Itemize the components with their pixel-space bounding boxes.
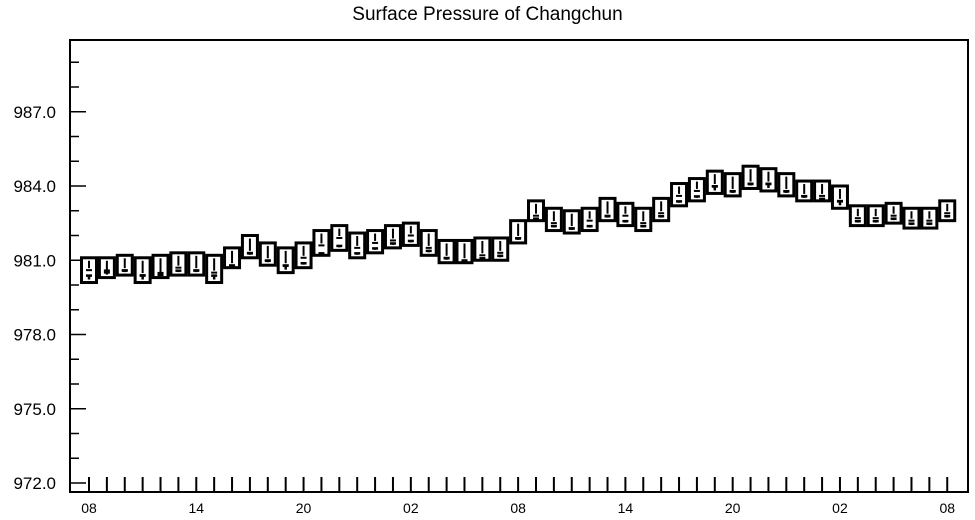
- x-tick-label: 02: [832, 500, 848, 516]
- box-glyph: [312, 229, 331, 257]
- box-series: [80, 164, 957, 285]
- y-tick-label: 984.0: [13, 177, 56, 196]
- box-body: [366, 229, 385, 255]
- box-glyph: [759, 167, 778, 193]
- x-tick-label: 08: [939, 500, 955, 516]
- box-glyph: [920, 206, 939, 230]
- box-glyph: [598, 196, 617, 223]
- x-tick-label: 08: [81, 500, 97, 516]
- x-axis: 08 14 20 02 08 14 20 02 08: [81, 477, 955, 516]
- box-glyph: [133, 256, 152, 285]
- box-glyph: [580, 206, 599, 233]
- box-glyph: [366, 229, 385, 255]
- box-glyph: [491, 236, 510, 262]
- y-tick-label: 972.0: [13, 474, 56, 493]
- box-glyph: [813, 179, 832, 203]
- y-tick-label: 978.0: [13, 326, 56, 345]
- box-glyph: [383, 224, 402, 250]
- box-glyph: [276, 246, 295, 275]
- box-glyph: [169, 251, 188, 277]
- box-glyph: [670, 182, 689, 208]
- x-tick-label: 14: [618, 500, 634, 516]
- box-body: [670, 182, 689, 208]
- box-glyph: [240, 234, 259, 260]
- box-glyph: [115, 253, 134, 277]
- box-glyph: [187, 251, 206, 277]
- box-glyph: [777, 172, 796, 198]
- box-glyph: [687, 177, 706, 203]
- box-glyph: [866, 204, 885, 228]
- box-glyph: [330, 224, 349, 252]
- box-glyph: [527, 199, 545, 223]
- box-glyph: [509, 219, 528, 245]
- box-body: [616, 201, 635, 228]
- box-glyph: [205, 253, 224, 285]
- box-glyph: [223, 246, 242, 270]
- x-tick-label: 20: [725, 500, 741, 516]
- box-glyph: [562, 209, 581, 235]
- box-glyph: [348, 231, 367, 260]
- box-glyph: [848, 204, 867, 228]
- box-glyph: [97, 256, 116, 280]
- y-tick-label: 981.0: [13, 251, 56, 270]
- box-glyph: [705, 169, 724, 195]
- box-glyph: [544, 206, 563, 233]
- box-glyph: [616, 201, 635, 228]
- chart-title: Surface Pressure of Changchun: [352, 4, 623, 25]
- box-glyph: [473, 236, 492, 262]
- box-glyph: [80, 256, 98, 285]
- box-glyph: [634, 206, 653, 233]
- box-glyph: [938, 199, 957, 223]
- box-glyph: [830, 184, 849, 210]
- box-glyph: [902, 206, 921, 230]
- box-body: [580, 206, 599, 233]
- box-glyph: [151, 253, 170, 280]
- y-tick-label: 987.0: [13, 103, 56, 122]
- box-glyph: [723, 172, 742, 198]
- box-glyph: [258, 241, 277, 267]
- box-body: [687, 177, 706, 203]
- y-axis: 972.0 975.0 978.0 981.0 984.0 987.0: [13, 61, 86, 493]
- x-tick-label: 08: [510, 500, 526, 516]
- box-body: [401, 221, 420, 247]
- box-glyph: [741, 164, 760, 190]
- y-tick-label: 975.0: [13, 400, 56, 419]
- x-tick-label: 02: [403, 500, 419, 516]
- box-glyph: [419, 229, 438, 257]
- box-glyph: [455, 238, 474, 265]
- box-glyph: [884, 201, 903, 225]
- box-glyph: [795, 179, 814, 203]
- box-glyph: [401, 221, 420, 247]
- box-glyph: [294, 241, 313, 270]
- x-tick-label: 20: [296, 500, 312, 516]
- x-tick-label: 14: [188, 500, 204, 516]
- box-glyph: [652, 196, 671, 223]
- box-glyph: [437, 238, 456, 265]
